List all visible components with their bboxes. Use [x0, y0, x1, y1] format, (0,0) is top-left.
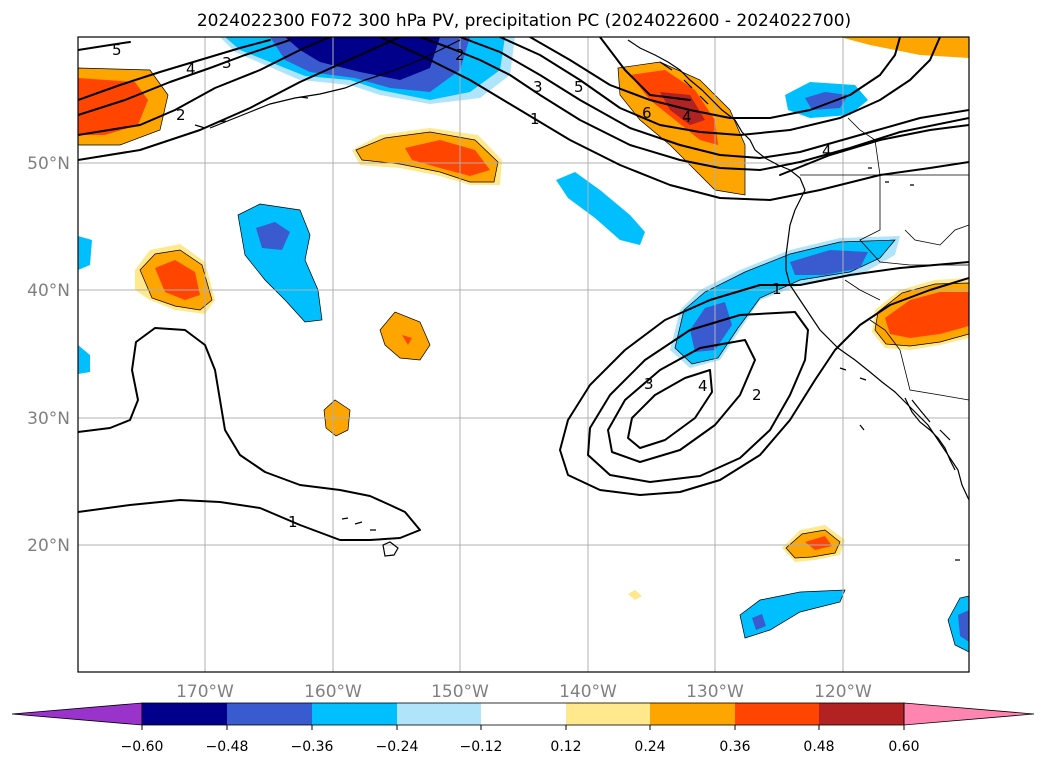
- lat-label-50n: 50°N: [27, 154, 70, 174]
- pv-contour-cut-1: [559, 261, 969, 496]
- colorbar-bin: [397, 703, 481, 725]
- contour-label-nw-4: 4: [186, 60, 196, 78]
- pv-contour-5-nw: [78, 41, 131, 51]
- colorbar-ticks: [141, 725, 905, 730]
- lon-label-150w: 150°W: [431, 682, 489, 702]
- pv-contour-c-3: [459, 37, 969, 159]
- colorbar-tick-label: 0.36: [719, 739, 750, 755]
- colorbar-frame: [141, 702, 905, 726]
- shade-blob-dot: [628, 590, 642, 600]
- map-title: 2024022300 F072 300 hPa PV, precipitatio…: [197, 11, 851, 31]
- lon-label-120w: 120°W: [814, 682, 872, 702]
- lon-label-130w: 130°W: [686, 682, 744, 702]
- contour-label-se-1: 1: [772, 280, 782, 298]
- pv-contour-cut-2: [587, 311, 809, 483]
- pv-contour-cut-4: [627, 369, 713, 449]
- shade-blob-ne-blue: [785, 82, 868, 118]
- colorbar-tick-label: −0.48: [206, 739, 249, 755]
- colorbar-bin: [819, 703, 904, 725]
- colorbar-tick-label: −0.36: [291, 739, 334, 755]
- pv-contour-3-nw: [78, 39, 291, 116]
- shade-blob-blue-strip: [556, 172, 645, 245]
- pv-contour-c-1: [379, 37, 969, 201]
- pv-contour-e-4: [779, 124, 969, 176]
- contour-label-c-2: 2: [455, 46, 465, 64]
- shade-blob-se-blue: [739, 589, 846, 639]
- colorbar-bin: [142, 703, 227, 725]
- pv-contour-2-nw: [78, 37, 331, 136]
- colorbar-tick-label: 0.24: [634, 739, 665, 755]
- lat-label-20n: 20°N: [27, 536, 70, 556]
- colorbar-bin: [566, 703, 650, 725]
- colorbar-tick-labels: −0.60 −0.48 −0.36 −0.24 −0.12 0.12 0.24 …: [121, 739, 920, 755]
- contour-label-cut-3: 3: [644, 375, 654, 393]
- shade-blob-20n: [782, 525, 845, 562]
- shade-blob-right-blue: [947, 595, 969, 653]
- colorbar-tick-label: 0.12: [550, 739, 581, 755]
- pv-contour-1-nw: [78, 37, 401, 161]
- pv-contour-sw-1: [78, 327, 421, 541]
- contour-label-c-5: 5: [574, 78, 584, 96]
- pv-contours: [78, 37, 969, 541]
- contour-label-sw-1: 1: [288, 513, 298, 531]
- colorbar-bin: [650, 703, 735, 725]
- colorbar-tick-label: −0.24: [376, 739, 419, 755]
- shade-blob-left-1: [78, 236, 92, 270]
- shade-blob-blue-165: [237, 203, 323, 323]
- shade-blob-gulf: [352, 128, 502, 185]
- colorbar-tick-label: −0.12: [460, 739, 503, 755]
- pv-contour-cut-3: [607, 339, 756, 463]
- colorbar: −0.60 −0.48 −0.36 −0.24 −0.12 0.12 0.24 …: [11, 702, 1035, 755]
- coastlines: [194, 39, 969, 561]
- pv-contour-c-4: [499, 37, 941, 136]
- contour-label-nw-3: 3: [222, 54, 232, 72]
- pv-contour-c-6: [599, 37, 691, 101]
- map-background: [78, 37, 969, 672]
- colorbar-under-triangle: [11, 702, 143, 726]
- lat-labels: 50°N 40°N 30°N 20°N: [27, 154, 70, 556]
- contour-label-nw-2: 2: [176, 106, 186, 124]
- lon-label-160w: 160°W: [304, 682, 362, 702]
- colorbar-bin: [735, 703, 819, 725]
- colorbar-bin: [227, 703, 312, 725]
- contour-label-cut-2: 2: [752, 386, 762, 404]
- lon-labels: 170°W 160°W 150°W 140°W 130°W 120°W: [176, 682, 872, 702]
- precip-shading: [78, 37, 969, 653]
- lon-label-170w: 170°W: [176, 682, 234, 702]
- colorbar-tick-label: −0.60: [121, 739, 164, 755]
- map-frame: [77, 36, 970, 673]
- pv-contour-4-nw: [78, 39, 271, 101]
- contour-label-e-4: 4: [822, 142, 832, 160]
- pv-contour-c-5: [529, 37, 901, 119]
- colorbar-tick-label: 0.60: [888, 739, 919, 755]
- pv-contour-c-2: [419, 37, 969, 171]
- shade-blob-california: [872, 278, 969, 350]
- lat-label-30n: 30°N: [27, 409, 70, 429]
- contour-label-c-6: 6: [642, 104, 652, 122]
- contour-label-c-4a: 4: [682, 108, 692, 126]
- colorbar-tick-label: 0.48: [803, 739, 834, 755]
- lat-label-40n: 40°N: [27, 281, 70, 301]
- lon-label-140w: 140°W: [559, 682, 617, 702]
- contour-label-cut-4: 4: [698, 377, 708, 395]
- contour-label-nw-5: 5: [112, 41, 122, 59]
- colorbar-bin: [481, 703, 566, 725]
- contour-label-c-1: 1: [530, 110, 540, 128]
- colorbar-over-triangle: [903, 702, 1035, 726]
- gridlines: [78, 37, 969, 672]
- shade-blob-nw: [78, 67, 169, 146]
- shade-blob-left-2: [78, 345, 90, 374]
- contour-labels: 5 4 3 2 2 3 1 5 6 4 4 1 3 4 2 1: [112, 41, 832, 531]
- shade-blob-155w: [379, 311, 431, 361]
- colorbar-bin: [312, 703, 397, 725]
- map-area: 5 4 3 2 2 3 1 5 6 4 4 1 3 4 2 1: [78, 37, 969, 672]
- contour-label-c-3: 3: [533, 78, 543, 96]
